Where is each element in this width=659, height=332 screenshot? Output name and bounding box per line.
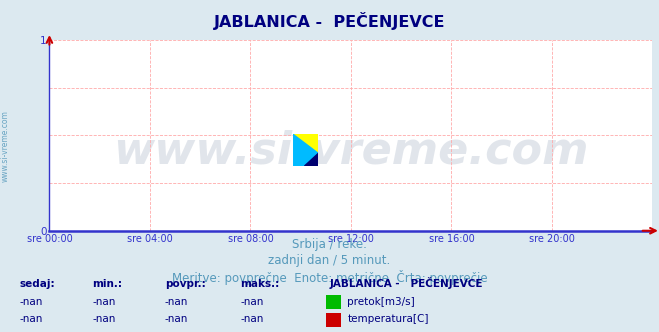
Text: temperatura[C]: temperatura[C] xyxy=(347,314,429,324)
Text: -nan: -nan xyxy=(20,297,43,307)
Text: zadnji dan / 5 minut.: zadnji dan / 5 minut. xyxy=(268,254,391,267)
Text: -nan: -nan xyxy=(165,314,188,324)
Text: povpr.:: povpr.: xyxy=(165,279,206,289)
Text: pretok[m3/s]: pretok[m3/s] xyxy=(347,297,415,307)
Text: Srbija / reke.: Srbija / reke. xyxy=(292,238,367,251)
Text: Meritve: povprečne  Enote: metrične  Črta: povprečje: Meritve: povprečne Enote: metrične Črta:… xyxy=(172,270,487,285)
Text: min.:: min.: xyxy=(92,279,123,289)
Text: -nan: -nan xyxy=(241,297,264,307)
Text: -nan: -nan xyxy=(241,314,264,324)
Polygon shape xyxy=(293,134,318,153)
Text: maks.:: maks.: xyxy=(241,279,280,289)
Text: -nan: -nan xyxy=(92,297,115,307)
Text: sedaj:: sedaj: xyxy=(20,279,55,289)
Text: JABLANICA -  PEČENJEVCE: JABLANICA - PEČENJEVCE xyxy=(214,12,445,30)
Text: -nan: -nan xyxy=(20,314,43,324)
Text: -nan: -nan xyxy=(165,297,188,307)
Text: -nan: -nan xyxy=(92,314,115,324)
Text: www.si-vreme.com: www.si-vreme.com xyxy=(113,129,588,172)
Polygon shape xyxy=(293,134,318,166)
Text: JABLANICA -   PEČENJEVCE: JABLANICA - PEČENJEVCE xyxy=(330,277,483,289)
Polygon shape xyxy=(304,153,318,166)
Text: www.si-vreme.com: www.si-vreme.com xyxy=(1,110,10,182)
